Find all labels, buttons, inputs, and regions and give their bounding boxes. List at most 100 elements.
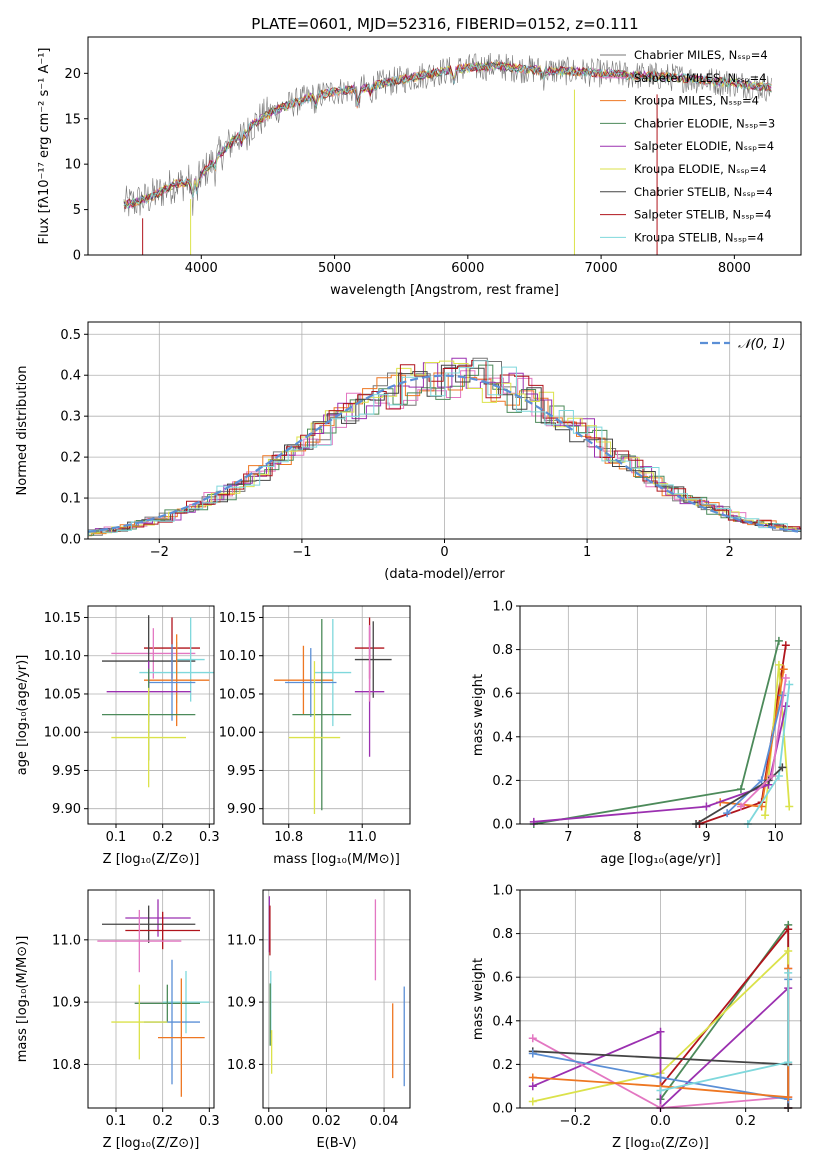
y-tick-label: 0.6 [492, 687, 513, 702]
weight-marker [785, 680, 794, 689]
x-tick-label: 0 [440, 545, 448, 560]
spectrum-lines [123, 52, 772, 255]
weight-marker [761, 811, 770, 820]
legend-label: Salpeter MILES, Nₛₛₚ=4 [634, 71, 767, 85]
x-tick-label: 11.0 [348, 830, 377, 845]
legend-label: Kroupa STELIB, Nₛₛₚ=4 [634, 230, 764, 244]
axes-frame [87, 36, 802, 256]
weight-marker [736, 802, 745, 811]
x-tick-label: 0.3 [199, 830, 220, 845]
y-tick-label: 10.05 [219, 687, 256, 702]
y-tick-label: 5 [73, 203, 81, 218]
spectrum-model-line [123, 62, 772, 210]
y-tick-label: 10.9 [52, 996, 81, 1011]
age_vs_mass-panel: 10.8 11.0 9.90 9.95 10.00 10.05 10.10 10.15 mass… [219, 605, 411, 867]
spectrum-model-line [123, 61, 772, 207]
axes-frame [87, 889, 215, 1109]
weight-marker [757, 776, 766, 785]
x-tick-label: 7000 [585, 261, 618, 276]
x-tick-label: 0.1 [106, 830, 127, 845]
spectrum-legend: Chabrier MILES, Nₛₛₚ=4 Salpeter MILES, Nₛ… [600, 48, 775, 244]
weight-marker [779, 665, 788, 674]
y-tick-label: 0.4 [492, 730, 513, 745]
y-tick-label: 10.00 [219, 726, 256, 741]
y-axis-label: Normed distribution [15, 366, 30, 496]
y-tick-label: 11.0 [52, 933, 81, 948]
x-tick-label: 10 [767, 830, 784, 845]
x-axis-label: wavelength [Angstrom, rest frame] [330, 283, 559, 298]
weight-marker [785, 802, 794, 811]
y-tick-label: 15 [64, 112, 81, 127]
weight-marker [736, 785, 745, 794]
x-tick-label: 10.8 [274, 830, 303, 845]
y-tick-label: 10.10 [44, 649, 81, 664]
histogram-series [88, 360, 801, 536]
y-tick-label: 11.0 [227, 933, 256, 948]
y-tick-label: 10.15 [44, 611, 81, 626]
x-axis-label: Z [log₁₀(Z/Z⊙)] [612, 1136, 709, 1151]
x-axis-label: Z [log₁₀(Z/Z⊙)] [103, 1136, 200, 1151]
weight-marker [723, 809, 732, 818]
y-axis-label: age [log₁₀(age/yr)] [15, 655, 30, 776]
y-tick-label: 0.3 [60, 410, 81, 425]
histogram-series [88, 357, 801, 537]
normal-curve [87, 374, 799, 533]
legend-label: Salpeter ELODIE, Nₛₛₚ=4 [634, 139, 774, 153]
weight-marker [781, 673, 790, 682]
axes-frame [262, 605, 411, 825]
y-axis-label: mass weight [471, 958, 486, 1040]
weight-marker [768, 772, 777, 781]
y-tick-label: 10.15 [219, 611, 256, 626]
mass_vs_ebv-panel: 0.00 0.02 0.04 10.8 10.9 11.0 E(B-V) [227, 889, 411, 1151]
x-tick-label: 7 [564, 830, 572, 845]
histogram-series [88, 360, 801, 534]
legend-label: Kroupa MILES, Nₛₛₚ=4 [634, 94, 759, 108]
figure-title: PLATE=0601, MJD=52316, FIBERID=0152, z=0… [251, 15, 638, 33]
y-tick-label: 0.0 [492, 818, 513, 833]
x-tick-label: 0.2 [152, 830, 173, 845]
y-tick-label: 9.95 [227, 764, 256, 779]
residuals-panel: −2 −1 0 1 2 0.0 0.1 0.2 0.3 0.4 0.5 (data-model)/er… [15, 321, 802, 582]
x-tick-label: 0.0 [650, 1114, 671, 1129]
legend-label: Chabrier MILES, Nₛₛₚ=4 [634, 48, 768, 62]
x-tick-label: 0.1 [106, 1114, 127, 1129]
legend-label: Kroupa ELODIE, Nₛₛₚ=4 [634, 162, 767, 176]
x-tick-label: −2 [150, 545, 169, 560]
y-tick-label: 0.2 [492, 774, 513, 789]
x-tick-label: 0.00 [254, 1114, 283, 1129]
y-tick-label: 10.00 [44, 726, 81, 741]
x-tick-label: 0.02 [312, 1114, 341, 1129]
y-tick-label: 9.95 [52, 764, 81, 779]
x-tick-label: 0.2 [735, 1114, 756, 1129]
weight-marker [528, 1073, 537, 1082]
weight-marker [774, 772, 783, 781]
x-tick-label: 8000 [718, 261, 751, 276]
y-tick-label: 10 [64, 158, 81, 173]
weight-marker [528, 1097, 537, 1106]
x-tick-label: 8 [633, 830, 641, 845]
weight-marker [656, 1086, 665, 1095]
weight-marker [528, 1049, 537, 1058]
weight-marker [656, 1027, 665, 1036]
x-tick-label: 1 [583, 545, 591, 560]
weight-marker [528, 1082, 537, 1091]
y-tick-label: 1.0 [492, 600, 513, 615]
y-tick-label: 0.2 [492, 1058, 513, 1073]
y-tick-label: 0.6 [492, 971, 513, 986]
y-tick-label: 9.90 [52, 802, 81, 817]
x-axis-label: age [log₁₀(age/yr)] [600, 852, 721, 867]
x-tick-label: 2 [726, 545, 734, 560]
weight-marker [702, 802, 711, 811]
weight-line [720, 669, 785, 808]
x-tick-label: −1 [292, 545, 311, 560]
weight-marker [784, 968, 793, 977]
y-tick-label: 9.90 [227, 802, 256, 817]
y-tick-label: 10.8 [52, 1058, 81, 1073]
y-tick-label: 10.9 [227, 996, 256, 1011]
y-axis-label: mass [log₁₀(M/M⊙)] [15, 936, 30, 1063]
y-tick-label: 0.8 [492, 927, 513, 942]
x-tick-label: −0.2 [560, 1114, 592, 1129]
mass_weight_vs_age-panel: 7 8 9 10 0.0 0.2 0.4 0.6 0.8 1.0 age [log₁₀(age/yr… [471, 600, 802, 867]
